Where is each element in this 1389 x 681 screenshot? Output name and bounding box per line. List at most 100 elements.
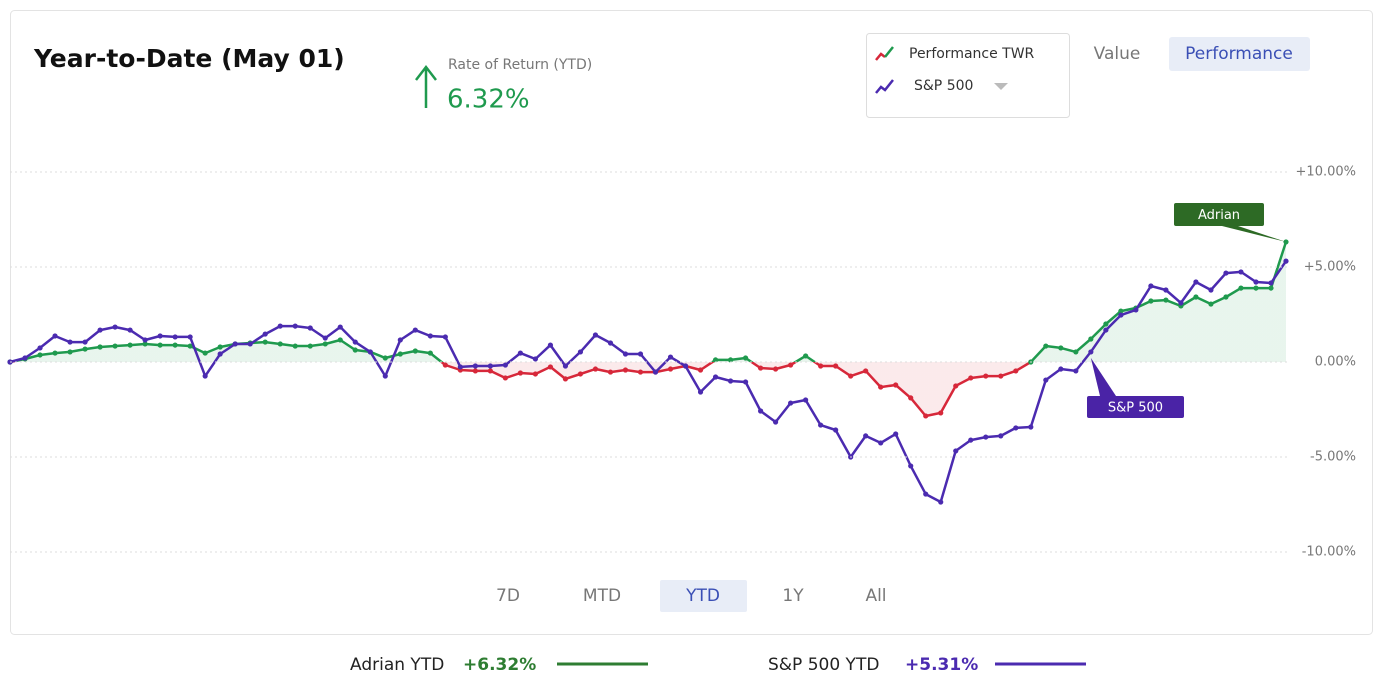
y-tick-label: +5.00% <box>1304 260 1356 275</box>
point <box>247 341 253 347</box>
annotation-text: Adrian <box>1198 208 1240 223</box>
point <box>1268 285 1274 291</box>
point <box>742 379 749 385</box>
point <box>1088 336 1094 342</box>
y-tick-label: -5.00% <box>1310 450 1356 465</box>
range-button[interactable]: 1Y <box>782 586 804 606</box>
point <box>202 350 208 356</box>
point <box>818 363 824 369</box>
point <box>667 366 674 372</box>
point <box>1238 285 1244 291</box>
point <box>803 353 809 359</box>
point <box>938 499 944 505</box>
point <box>37 352 43 358</box>
point <box>697 367 704 373</box>
point <box>983 434 989 440</box>
view-button[interactable]: Performance <box>1185 44 1293 64</box>
legend-icon <box>875 52 886 61</box>
point <box>97 327 103 333</box>
point <box>1163 297 1169 303</box>
legend-item[interactable]: Performance TWR <box>875 46 1035 62</box>
point <box>292 323 298 329</box>
point <box>472 368 478 374</box>
point <box>863 433 869 439</box>
legend-icon <box>884 46 894 58</box>
point <box>1223 294 1229 300</box>
point <box>1043 343 1049 349</box>
point <box>487 363 493 369</box>
point <box>998 433 1004 439</box>
point <box>127 327 133 333</box>
point <box>607 369 614 375</box>
y-tick-label: -10.00% <box>1302 545 1356 560</box>
point <box>788 400 794 406</box>
range-button[interactable]: MTD <box>583 586 621 606</box>
point <box>382 373 388 379</box>
point <box>1118 312 1124 318</box>
point <box>1208 301 1214 307</box>
view-button-bg[interactable] <box>1169 37 1310 71</box>
point <box>22 355 28 361</box>
point <box>172 342 178 348</box>
point <box>637 369 644 375</box>
annotation-box <box>1174 203 1264 226</box>
point <box>1013 368 1019 374</box>
up-arrow <box>415 64 437 108</box>
point <box>953 448 959 454</box>
point <box>1058 366 1064 372</box>
point <box>352 347 358 353</box>
point <box>142 341 148 347</box>
y-tick-label: +10.00% <box>1296 165 1356 180</box>
point <box>682 363 689 369</box>
range-button[interactable]: 7D <box>496 586 520 606</box>
point <box>277 341 283 347</box>
legend-label: Performance TWR <box>909 46 1035 62</box>
point <box>187 343 193 349</box>
point <box>652 369 659 375</box>
point <box>1088 349 1094 355</box>
point <box>322 341 328 347</box>
point <box>517 350 524 356</box>
point <box>82 346 88 352</box>
point <box>953 383 959 389</box>
point <box>337 324 343 330</box>
annotation-text: S&P 500 <box>1108 401 1163 416</box>
point <box>1283 258 1289 264</box>
point <box>923 413 929 419</box>
legend-label: S&P 500 <box>914 78 973 94</box>
chart-title: Year-to-Date (May 01) <box>33 44 345 73</box>
summary-label: Adrian YTD <box>350 655 444 675</box>
point <box>52 333 58 339</box>
range-button[interactable]: YTD <box>685 586 720 606</box>
point <box>427 350 433 356</box>
summary-label: S&P 500 YTD <box>768 655 879 675</box>
point <box>1223 270 1229 276</box>
point <box>1193 294 1199 300</box>
view-button[interactable]: Value <box>1094 44 1141 64</box>
point <box>232 341 238 347</box>
point <box>1268 280 1274 286</box>
point <box>742 355 749 361</box>
point <box>397 351 403 357</box>
point <box>112 324 118 330</box>
point <box>833 427 839 433</box>
point <box>172 334 178 340</box>
point <box>1043 377 1049 383</box>
point <box>142 337 148 343</box>
range-button[interactable]: All <box>865 586 886 606</box>
range-button-bg[interactable] <box>660 580 747 612</box>
point <box>67 339 73 345</box>
point <box>52 350 58 356</box>
legend-item[interactable]: S&P 500 <box>875 78 973 94</box>
headline-label: Rate of Return (YTD) <box>448 57 592 73</box>
annotation-box <box>1087 396 1184 418</box>
point <box>292 343 298 349</box>
y-tick-label: 0.00% <box>1315 355 1356 370</box>
point <box>1208 287 1214 293</box>
point <box>307 343 313 349</box>
point <box>277 323 283 329</box>
point <box>37 345 43 351</box>
dropdown-caret[interactable] <box>994 83 1008 90</box>
point <box>1193 279 1199 285</box>
point <box>412 327 418 333</box>
